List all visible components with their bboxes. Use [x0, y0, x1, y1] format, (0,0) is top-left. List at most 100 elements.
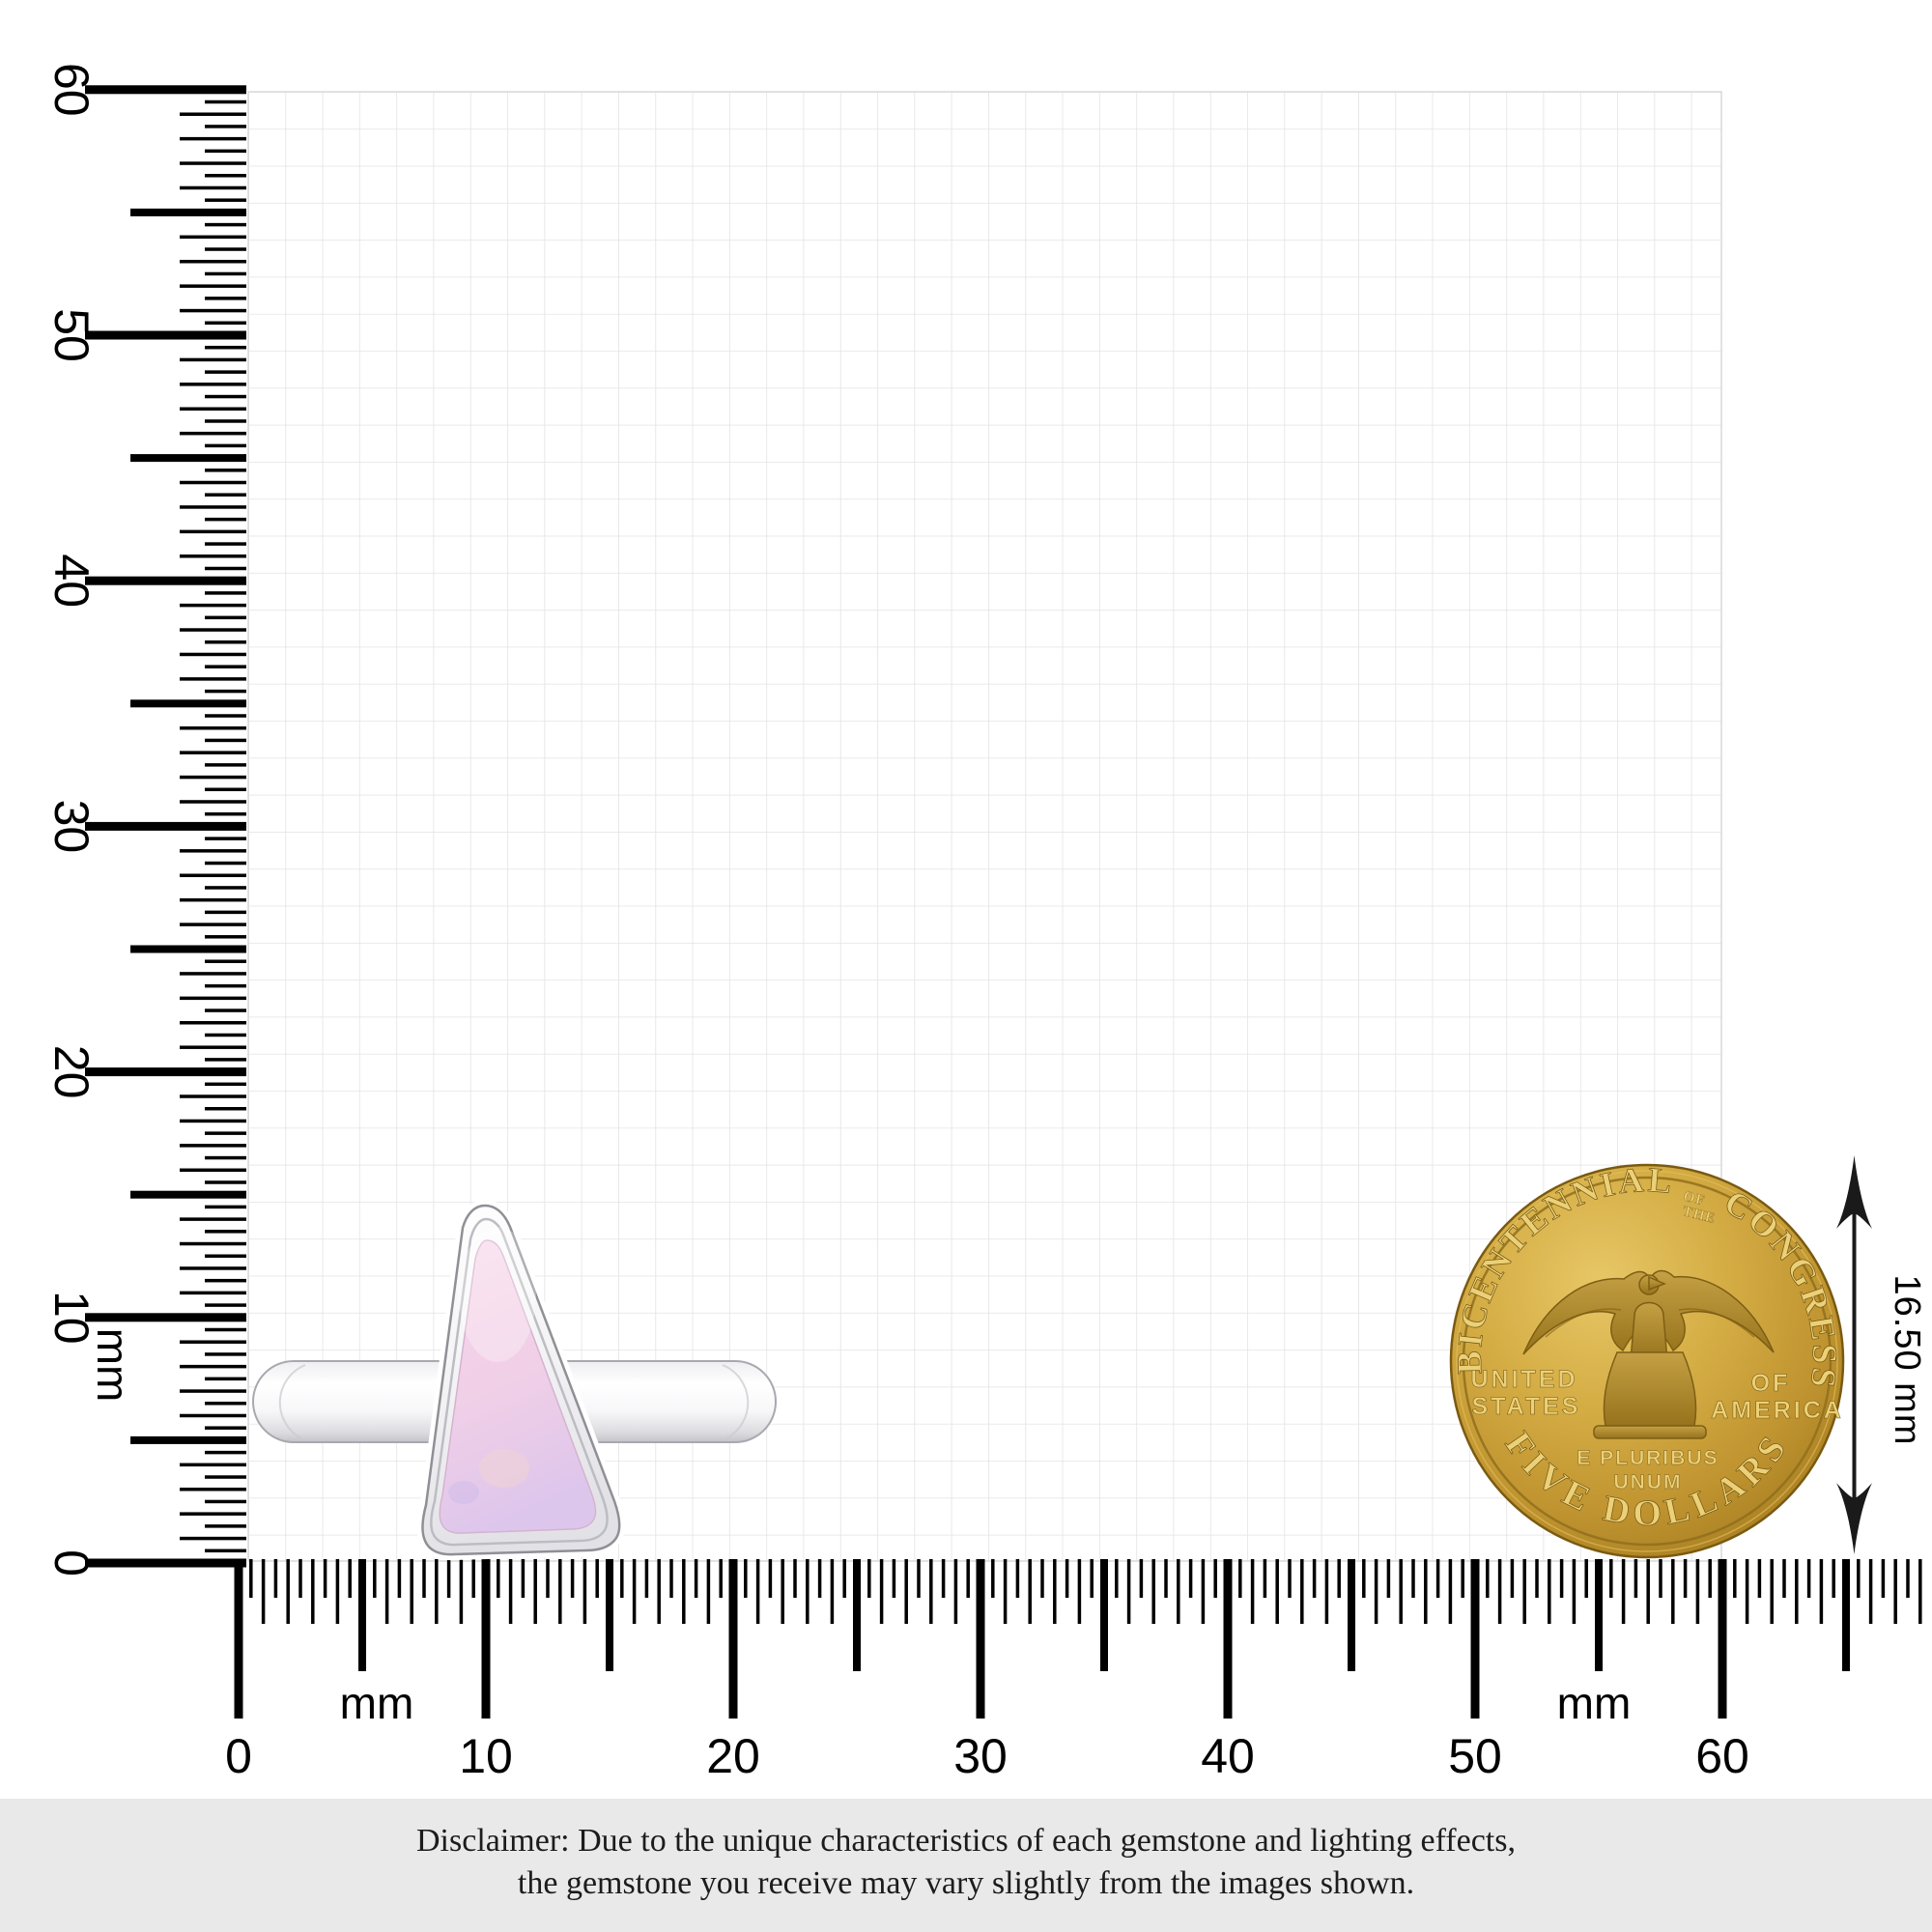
- ruler-tick: [706, 1559, 711, 1624]
- ruler-tick: [205, 149, 246, 154]
- ruler-tick: [180, 873, 246, 877]
- ruler-tick: [205, 1278, 246, 1283]
- ruler-tick: [205, 297, 246, 300]
- ruler-tick: [1028, 1559, 1032, 1624]
- ruler-tick: [130, 699, 246, 708]
- ruler-tick: [853, 1559, 861, 1671]
- ruler-tick: [620, 1559, 624, 1598]
- ruler-tick: [1053, 1559, 1057, 1624]
- ruler-tick: [929, 1559, 933, 1624]
- v-ruler-label-0: 0: [44, 1549, 99, 1577]
- ruler-tick: [335, 1559, 340, 1624]
- ruler-tick: [180, 1119, 246, 1123]
- ruler-tick: [180, 235, 246, 240]
- ruler-tick: [728, 1559, 738, 1719]
- ruler-tick: [180, 677, 246, 681]
- vertical-ruler: 0 10 20 30 40 50 60 mm: [44, 63, 246, 1577]
- ruler-tick: [1201, 1559, 1206, 1624]
- ruler-tick: [1151, 1559, 1155, 1624]
- ruler-tick: [205, 1058, 246, 1062]
- ruler-tick: [205, 1402, 246, 1406]
- ruler-tick: [1906, 1559, 1910, 1598]
- gemstone-lavender-patch: [448, 1481, 479, 1504]
- ruler-tick: [1659, 1559, 1662, 1598]
- vertical-ruler-unit-label: mm: [88, 1328, 138, 1403]
- ruler-tick: [85, 1067, 246, 1077]
- ruler-tick: [205, 125, 246, 128]
- ruler-tick: [85, 85, 246, 95]
- ruler-tick: [941, 1559, 946, 1598]
- ruler-tick: [180, 1266, 246, 1270]
- ruler-tick: [1065, 1559, 1069, 1598]
- ruler-tick: [830, 1559, 835, 1624]
- ruler-tick: [1275, 1559, 1279, 1624]
- ruler-tick: [570, 1559, 575, 1598]
- ruler-tick: [205, 174, 246, 178]
- horizontal-ruler-ticks: [234, 1559, 1922, 1719]
- ruler-tick: [966, 1559, 970, 1598]
- h-ruler-label-30: 30: [953, 1729, 1008, 1783]
- ruler-tick: [1486, 1559, 1490, 1598]
- ruler-tick: [205, 935, 246, 939]
- ruler-tick: [1411, 1559, 1415, 1598]
- ruler-tick: [1448, 1559, 1453, 1624]
- ruler-tick: [644, 1559, 649, 1598]
- coin-rim-line: [1462, 1176, 1833, 1547]
- ruler-tick: [1348, 1559, 1355, 1671]
- ruler-tick: [533, 1559, 537, 1624]
- ruler-tick: [205, 1352, 246, 1356]
- ruler-tick: [205, 198, 246, 202]
- ruler-tick: [793, 1559, 797, 1598]
- ruler-tick: [180, 1217, 246, 1221]
- ruler-tick: [205, 714, 246, 718]
- vertical-ruler-ticks: [85, 85, 246, 1568]
- ruler-tick: [205, 1082, 246, 1087]
- horizontal-ruler: 0 10 20 30 40 50 60 mm mm: [225, 1559, 1922, 1783]
- ruler-tick: [205, 1303, 246, 1307]
- ruler-tick: [1015, 1559, 1020, 1598]
- ruler-tick: [180, 505, 246, 509]
- v-ruler-label-40: 40: [44, 554, 99, 608]
- arrowhead-up-icon: [1836, 1155, 1872, 1229]
- ruler-tick: [1250, 1559, 1255, 1624]
- ruler-tick: [205, 493, 246, 497]
- ruler-tick: [1470, 1559, 1480, 1719]
- ruler-tick: [205, 1205, 246, 1209]
- ruler-tick: [1238, 1559, 1242, 1598]
- coin-of: OF: [1751, 1370, 1791, 1397]
- ruler-tick: [1223, 1559, 1233, 1719]
- ruler-tick: [180, 972, 246, 976]
- ruler-tick: [768, 1559, 773, 1598]
- ruler-tick: [205, 689, 246, 694]
- ruler-tick: [497, 1559, 500, 1598]
- ruler-tick: [180, 1364, 246, 1369]
- ruler-tick: [205, 222, 246, 227]
- ruler-tick: [180, 136, 246, 141]
- v-ruler-label-10: 10: [44, 1291, 99, 1345]
- ruler-tick: [1708, 1559, 1712, 1598]
- h-ruler-label-40: 40: [1201, 1729, 1255, 1783]
- ruler-tick: [205, 321, 246, 326]
- ruler-tick: [1683, 1559, 1688, 1598]
- ruler-tick: [1733, 1559, 1737, 1598]
- eagle-icon: [1522, 1269, 1775, 1439]
- ruler-tick: [205, 763, 246, 767]
- ruler-tick: [180, 1045, 246, 1049]
- ruler-tick: [180, 112, 246, 116]
- arrow-shaft: [1852, 1208, 1857, 1505]
- ruler-tick: [1842, 1559, 1850, 1671]
- ruler-tick: [1362, 1559, 1366, 1598]
- ruler-tick: [1795, 1559, 1799, 1624]
- ruler-tick: [1868, 1559, 1873, 1624]
- ruler-tick: [130, 1190, 246, 1199]
- ruler-tick: [1634, 1559, 1638, 1598]
- ruler-tick: [1435, 1559, 1440, 1598]
- ruler-tick: [205, 1499, 246, 1504]
- ruler-tick: [205, 1377, 246, 1381]
- ruler-tick: [205, 886, 246, 890]
- ruler-tick: [205, 1230, 246, 1234]
- ruler-tick: [180, 185, 246, 190]
- ruler-tick: [1115, 1559, 1119, 1598]
- ruler-tick: [180, 1291, 246, 1295]
- ruler-tick: [1324, 1559, 1329, 1624]
